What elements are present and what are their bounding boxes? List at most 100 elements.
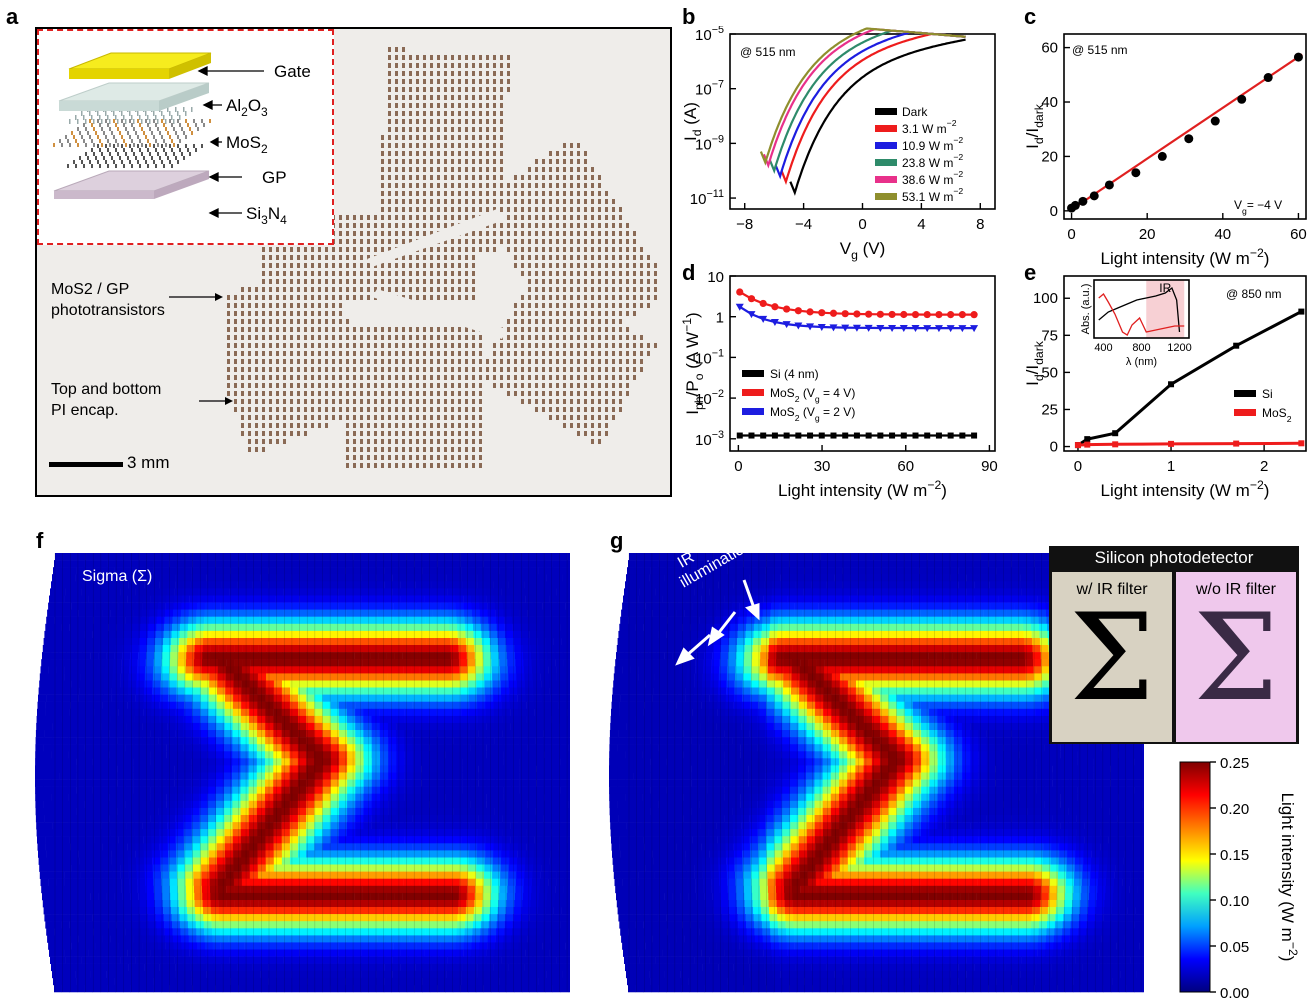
heatmap-cell xyxy=(84,793,94,802)
phototransistor-cell xyxy=(465,407,468,412)
legend-label: 53.1 W m−2 xyxy=(902,186,963,204)
phototransistor-cell xyxy=(346,279,349,284)
heatmap-cell xyxy=(243,609,252,617)
phototransistor-cell xyxy=(332,263,335,268)
heatmap-cell xyxy=(429,765,438,773)
heatmap-cell xyxy=(43,786,52,795)
heatmap-cell xyxy=(495,772,504,780)
heatmap-cell xyxy=(362,659,372,667)
heatmap-cell xyxy=(422,567,431,575)
heatmap-cell xyxy=(453,765,463,773)
heatmap-cell xyxy=(136,581,145,589)
heatmap-cell xyxy=(230,567,239,575)
heatmap-cell xyxy=(72,666,82,674)
gp-pixel xyxy=(97,160,99,164)
heatmap-cell xyxy=(141,786,151,795)
phototransistor-cell xyxy=(437,407,440,412)
heatmap-cell xyxy=(248,758,258,766)
phototransistor-cell xyxy=(619,311,622,316)
heatmap-cell xyxy=(444,708,454,717)
heatmap-cell xyxy=(60,730,69,738)
phototransistor-cell xyxy=(304,431,307,436)
heatmap-cell xyxy=(355,730,364,738)
phototransistor-cell xyxy=(584,183,587,188)
heatmap-cell xyxy=(121,574,130,582)
mos2-pixel xyxy=(125,127,127,131)
phototransistor-cell xyxy=(430,63,433,68)
heatmap-cell xyxy=(44,722,53,731)
heatmap-cell xyxy=(467,666,476,674)
phototransistor-cell xyxy=(563,207,566,212)
heatmap-cell xyxy=(265,680,275,688)
heatmap-cell xyxy=(495,602,504,610)
heatmap-cell xyxy=(298,623,307,632)
heatmap-cell xyxy=(462,581,471,589)
heatmap-cell xyxy=(208,694,218,702)
heatmap-cell xyxy=(361,588,370,596)
heatmap-cell xyxy=(243,623,252,632)
heatmap-cell xyxy=(444,694,453,702)
phototransistor-cell xyxy=(591,327,594,332)
heatmap-cell xyxy=(511,765,520,773)
phototransistor-cell xyxy=(318,303,321,308)
phototransistor-cell xyxy=(465,431,468,436)
heatmap-cell xyxy=(135,687,145,695)
heatmap-cell xyxy=(376,574,385,582)
phototransistor-cell xyxy=(423,255,426,260)
heatmap-cell xyxy=(461,722,470,731)
phototransistor-cell xyxy=(248,447,251,452)
phototransistor-cell xyxy=(332,311,335,316)
phototransistor-cell xyxy=(584,151,587,156)
heatmap-cell xyxy=(249,673,259,681)
heatmap-cell xyxy=(290,694,299,702)
heatmap-cell xyxy=(445,786,455,795)
heatmap-cell xyxy=(322,652,331,660)
heatmap-cell xyxy=(362,645,371,653)
heatmap-cell xyxy=(58,652,67,660)
heatmap-cell xyxy=(82,652,91,660)
heatmap-cell xyxy=(469,701,478,710)
phototransistor-cell xyxy=(402,367,405,372)
phototransistor-cell xyxy=(542,271,545,276)
phototransistor-cell xyxy=(493,343,496,348)
heatmap-cell xyxy=(377,588,386,596)
heatmap-cell xyxy=(503,800,512,809)
heatmap-cell xyxy=(174,758,184,766)
heatmap-cell xyxy=(473,638,483,646)
heatmap-cell xyxy=(248,779,258,787)
phototransistor-cell xyxy=(381,359,384,364)
phototransistor-cell xyxy=(591,247,594,252)
heatmap-cell xyxy=(152,687,161,695)
heatmap-cell xyxy=(450,652,460,660)
heatmap-cell xyxy=(338,602,347,610)
heatmap-cell xyxy=(568,772,570,780)
phototransistor-cell xyxy=(353,439,356,444)
phototransistor-cell xyxy=(409,159,412,164)
phototransistor-cell xyxy=(535,407,538,412)
heatmap-cell xyxy=(76,779,85,787)
heatmap-cell xyxy=(142,595,151,603)
heatmap-cell xyxy=(185,659,195,667)
heatmap-cell xyxy=(50,588,59,596)
heatmap-cell xyxy=(273,715,282,724)
heatmap-cell xyxy=(218,645,227,653)
al2o3-pixel xyxy=(123,115,125,120)
heatmap-cell xyxy=(43,800,53,809)
heatmap-cell xyxy=(306,694,315,702)
x-tick-label: 40 xyxy=(1214,226,1231,243)
heatmap-cell xyxy=(402,652,412,660)
phototransistor-cell xyxy=(521,351,524,356)
phototransistor-cell xyxy=(486,95,489,100)
phototransistor-cell xyxy=(633,271,636,276)
heatmap-cell xyxy=(486,588,495,596)
phototransistor-cell xyxy=(486,239,489,244)
heatmap-cell xyxy=(421,553,430,561)
heatmap-cell xyxy=(133,793,143,802)
heatmap-cell xyxy=(208,715,217,724)
heatmap-cell xyxy=(361,581,370,589)
gp-pixel xyxy=(123,148,125,152)
data-point xyxy=(852,324,861,332)
phototransistor-cell xyxy=(451,151,454,156)
phototransistor-cell xyxy=(584,327,587,332)
